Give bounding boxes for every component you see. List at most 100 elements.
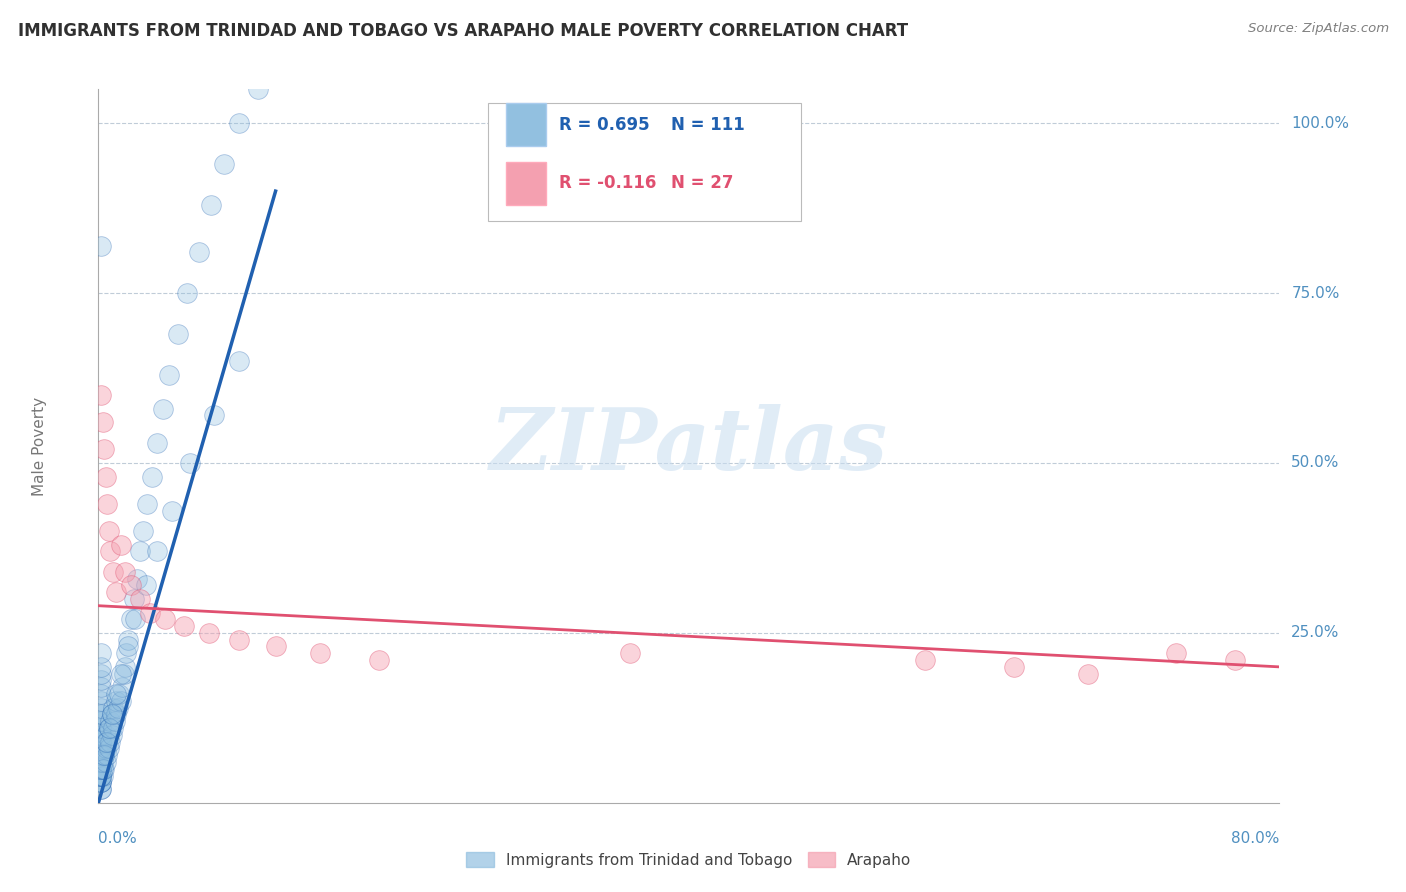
Point — [176, 286, 198, 301]
Point — [1077, 666, 1099, 681]
Point — [1223, 653, 1246, 667]
Point — [90, 748, 112, 763]
Point — [90, 775, 112, 789]
Point — [132, 524, 155, 538]
Point — [228, 632, 250, 647]
Point — [128, 544, 150, 558]
Point — [90, 721, 112, 735]
Point — [90, 646, 112, 660]
Point — [90, 762, 112, 776]
Point — [91, 762, 114, 776]
Point — [90, 762, 112, 776]
Text: 75.0%: 75.0% — [1291, 285, 1340, 301]
Point — [146, 435, 169, 450]
Legend: Immigrants from Trinidad and Tobago, Arapaho: Immigrants from Trinidad and Tobago, Ara… — [460, 846, 918, 873]
Point — [90, 741, 112, 756]
Point — [104, 714, 127, 729]
Point — [619, 646, 641, 660]
Point — [125, 572, 148, 586]
Point — [91, 415, 114, 429]
Point — [90, 782, 112, 797]
Point — [90, 680, 112, 694]
Point — [914, 653, 936, 667]
Point — [90, 388, 112, 402]
Point — [90, 769, 112, 783]
Point — [90, 769, 112, 783]
Point — [228, 116, 250, 130]
Point — [94, 741, 117, 756]
Point — [202, 409, 225, 423]
Point — [124, 612, 146, 626]
Point — [91, 755, 114, 769]
Point — [90, 748, 112, 763]
Point — [1164, 646, 1187, 660]
Point — [96, 734, 118, 748]
Point — [98, 714, 121, 729]
Point — [103, 721, 125, 735]
Point — [103, 565, 125, 579]
Point — [264, 640, 287, 654]
Point — [179, 456, 201, 470]
Point — [100, 707, 122, 722]
Point — [120, 612, 142, 626]
Point — [200, 198, 222, 212]
Point — [114, 565, 136, 579]
Point — [114, 660, 136, 674]
Point — [90, 762, 112, 776]
Point — [90, 755, 112, 769]
Point — [90, 762, 112, 776]
Point — [105, 687, 128, 701]
Point — [94, 469, 117, 483]
Text: N = 111: N = 111 — [671, 116, 745, 134]
Point — [90, 673, 112, 688]
Text: IMMIGRANTS FROM TRINIDAD AND TOBAGO VS ARAPAHO MALE POVERTY CORRELATION CHART: IMMIGRANTS FROM TRINIDAD AND TOBAGO VS A… — [18, 22, 908, 40]
Point — [146, 544, 169, 558]
Text: 0.0%: 0.0% — [98, 831, 138, 847]
Point — [110, 666, 132, 681]
Text: 100.0%: 100.0% — [1291, 116, 1350, 131]
Point — [90, 748, 112, 763]
Point — [198, 626, 221, 640]
Point — [90, 694, 112, 708]
Point — [115, 646, 138, 660]
Point — [105, 707, 128, 722]
Point — [135, 578, 157, 592]
Point — [90, 238, 112, 252]
Point — [111, 680, 134, 694]
Point — [90, 687, 112, 701]
Point — [212, 157, 235, 171]
Point — [91, 769, 114, 783]
Point — [90, 660, 112, 674]
Point — [153, 612, 176, 626]
Point — [93, 762, 115, 776]
Point — [90, 741, 112, 756]
Point — [368, 653, 391, 667]
Point — [90, 755, 112, 769]
Point — [139, 606, 162, 620]
Point — [105, 694, 128, 708]
Point — [90, 748, 112, 763]
Point — [157, 368, 180, 382]
Point — [108, 687, 131, 701]
Text: N = 27: N = 27 — [671, 175, 734, 193]
Point — [1002, 660, 1025, 674]
Text: R = 0.695: R = 0.695 — [560, 116, 650, 134]
Point — [97, 524, 120, 538]
Bar — [506, 162, 546, 205]
Point — [94, 755, 117, 769]
Point — [90, 762, 112, 776]
Point — [309, 646, 332, 660]
Point — [103, 700, 125, 714]
Point — [90, 728, 112, 742]
Point — [90, 741, 112, 756]
Point — [90, 714, 112, 729]
Point — [120, 578, 142, 592]
Point — [173, 619, 195, 633]
Point — [90, 775, 112, 789]
Point — [105, 585, 128, 599]
Point — [90, 666, 112, 681]
Point — [110, 537, 132, 551]
Point — [100, 707, 122, 722]
Point — [90, 707, 112, 722]
Point — [90, 769, 112, 783]
